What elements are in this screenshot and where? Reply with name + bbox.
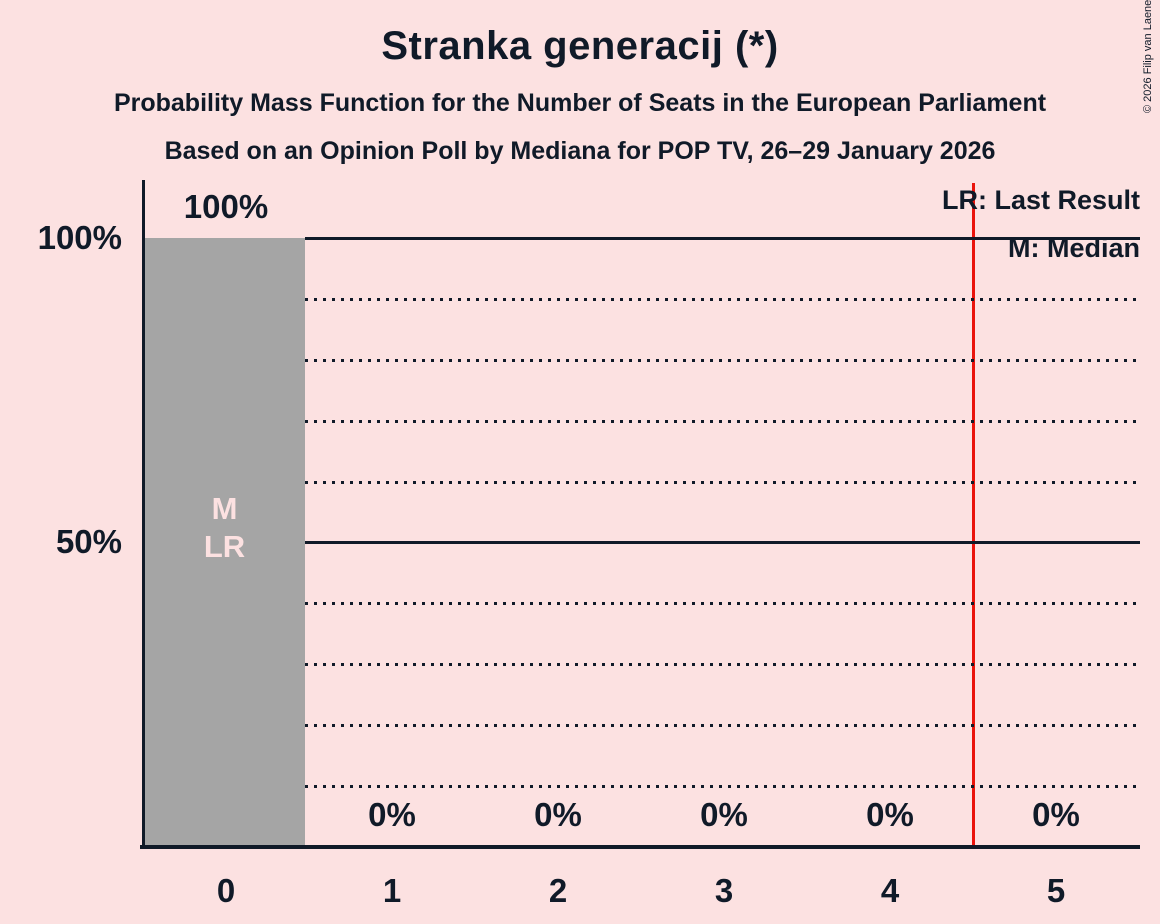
legend-median: M: Median bbox=[1008, 233, 1140, 263]
x-tick-3: 3 bbox=[714, 872, 734, 909]
bar-value-label-4: 0% bbox=[866, 796, 914, 833]
gridline-70pct bbox=[305, 420, 1140, 423]
page-title: Stranka generacij (*) bbox=[381, 24, 779, 68]
bar-value-label-2: 0% bbox=[534, 796, 582, 833]
last-result-marker: LR bbox=[203, 529, 246, 564]
gridline-20pct bbox=[305, 724, 1140, 727]
chart-subtitle: Probability Mass Function for the Number… bbox=[113, 89, 1047, 117]
gridline-90pct bbox=[305, 298, 1140, 301]
plot-area: M LR 100% 0% 0% 0% 0% 0% bbox=[140, 180, 1140, 849]
median-marker: M bbox=[211, 491, 238, 526]
x-tick-5: 5 bbox=[1046, 872, 1066, 909]
x-tick-1: 1 bbox=[382, 872, 402, 909]
gridline-10pct bbox=[305, 785, 1140, 788]
gridline-30pct bbox=[305, 663, 1140, 666]
y-axis-label-100: 100% bbox=[37, 219, 122, 256]
bar-seats-0 bbox=[144, 238, 305, 847]
bar-value-label-3: 0% bbox=[700, 796, 748, 833]
bar-value-label-5: 0% bbox=[1032, 796, 1080, 833]
red-vertical-line bbox=[972, 183, 975, 847]
bar-median-lastresult-annotation: M LR bbox=[144, 490, 305, 566]
x-axis bbox=[140, 845, 1140, 849]
y-axis-label-50: 50% bbox=[55, 523, 122, 560]
legend-last-result: LR: Last Result bbox=[941, 185, 1140, 215]
gridline-80pct bbox=[305, 359, 1140, 362]
gridline-50pct bbox=[305, 541, 1140, 544]
copyright-notice: © 2026 Filip van Laenen bbox=[1142, 0, 1154, 113]
gridline-40pct bbox=[305, 602, 1140, 605]
gridline-60pct bbox=[305, 481, 1140, 484]
x-tick-2: 2 bbox=[548, 872, 568, 909]
x-tick-4: 4 bbox=[880, 872, 900, 909]
gridline-100pct bbox=[305, 237, 1140, 240]
bar-value-label-1: 0% bbox=[368, 796, 416, 833]
x-tick-0: 0 bbox=[216, 872, 236, 909]
bar-value-label-0: 100% bbox=[183, 188, 269, 225]
y-axis bbox=[142, 180, 145, 849]
chart-source-line: Based on an Opinion Poll by Mediana for … bbox=[164, 137, 996, 165]
